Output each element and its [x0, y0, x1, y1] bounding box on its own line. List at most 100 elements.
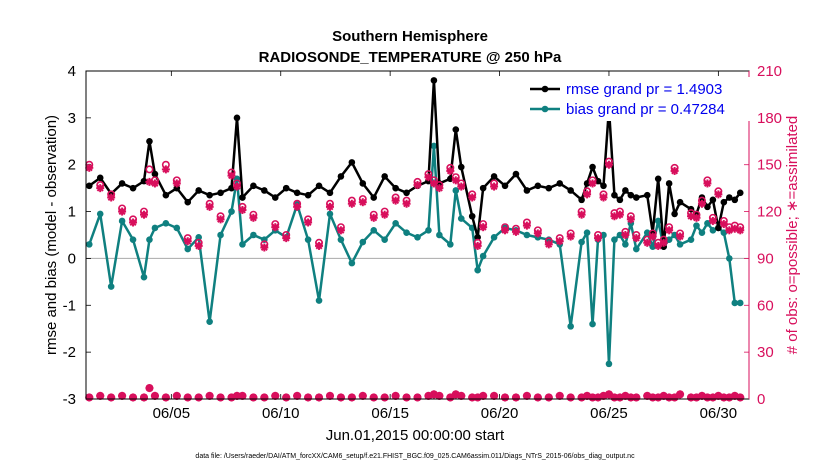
- rmse-series-point: [736, 189, 744, 197]
- rmse-series-point: [704, 203, 711, 211]
- x-tick-label: 06/05: [153, 405, 191, 422]
- bias-series-point: [118, 217, 126, 225]
- y-tick-label: 3: [68, 110, 76, 127]
- bias-series-point: [250, 231, 257, 239]
- y2-tick-label: 60: [757, 297, 774, 314]
- rmse-series-point: [523, 187, 531, 194]
- bias-series-point: [304, 236, 312, 243]
- bias-series-point: [239, 241, 246, 248]
- rmse-series-point: [715, 224, 722, 232]
- rmse-series-point: [616, 196, 624, 204]
- rmse-series-point: [233, 114, 241, 122]
- rmse-series-point: [490, 173, 498, 180]
- rmse-series-point: [261, 187, 268, 194]
- rmse-series-point: [304, 191, 312, 199]
- bias-series-point: [228, 208, 235, 215]
- bias-series-point: [726, 255, 733, 262]
- bias-series-point: [392, 219, 399, 227]
- bias-series-point: [184, 245, 192, 253]
- obs-possible-point: [145, 165, 154, 174]
- rmse-series-point: [726, 194, 733, 201]
- chart-subtitle: RADIOSONDE_TEMPERATURE @ 250 hPa: [259, 49, 562, 66]
- bias-series-point: [85, 241, 93, 248]
- rmse-series-point: [512, 170, 520, 178]
- rmse-series-point: [430, 77, 438, 84]
- rmse-series-point: [118, 180, 126, 187]
- rmse-series-point: [671, 210, 678, 218]
- bias-series-point: [414, 234, 421, 241]
- bias-series-point: [217, 231, 224, 239]
- bias-series-point: [162, 219, 170, 227]
- rmse-series-point: [315, 182, 323, 190]
- rmse-series-point: [206, 191, 213, 199]
- bias-series-point: [600, 231, 607, 239]
- y-tick-label: 1: [68, 204, 76, 221]
- rmse-series-point: [556, 180, 564, 187]
- rmse-series-point: [534, 182, 542, 190]
- rmse-series-point: [545, 184, 553, 192]
- bias-series-point: [622, 241, 629, 248]
- bias-series-point: [337, 236, 345, 243]
- rmse-series-point: [654, 175, 662, 183]
- bias-series-point: [140, 273, 148, 281]
- legend-bias-label: bias grand pr = 0.47284: [566, 101, 725, 118]
- x-tick-label: 06/30: [700, 405, 738, 422]
- bias-series-point: [151, 224, 159, 232]
- rmse-series-point: [195, 187, 202, 194]
- legend-bias-marker: [541, 105, 549, 113]
- bias-series-point: [605, 360, 613, 368]
- bias-series-point: [731, 299, 739, 307]
- rmse-series-point: [151, 170, 159, 178]
- legend: rmse grand pr = 1.4903 bias grand pr = 0…: [526, 77, 752, 121]
- bias-series-point: [693, 222, 700, 229]
- bias-series-point: [736, 299, 744, 307]
- y-tick-label: -3: [63, 391, 76, 408]
- y2-tick-label: 0: [757, 391, 765, 408]
- bias-series-point: [381, 236, 388, 243]
- bias-series-point: [447, 241, 454, 248]
- bias-series-point: [611, 236, 618, 243]
- bias-series-point: [370, 227, 378, 234]
- data-file-footnote: data file: /Users/raeder/DAI/ATM_forcXX/…: [195, 453, 635, 460]
- y2-tick-label: 210: [757, 63, 782, 80]
- bias-series-point: [436, 231, 443, 239]
- rmse-series-point: [452, 126, 460, 133]
- bias-series-point: [616, 231, 624, 239]
- bias-series-point: [654, 217, 662, 225]
- rmse-series-point: [293, 189, 301, 197]
- rmse-series-point: [282, 184, 290, 192]
- bias-series-point: [430, 142, 438, 150]
- rmse-series-point: [633, 194, 640, 201]
- x-tick-label: 06/15: [371, 405, 409, 422]
- bias-series-point: [326, 210, 334, 218]
- x-tick-label: 06/10: [262, 405, 300, 422]
- rmse-series-point: [589, 163, 596, 171]
- rmse-series-point: [665, 180, 673, 187]
- rmse-series-point: [731, 196, 739, 204]
- bias-series-point: [567, 323, 574, 330]
- bias-series-point: [633, 245, 640, 253]
- y2-tick-label: 30: [757, 344, 774, 361]
- bias-series-point: [578, 238, 585, 246]
- bias-series-point: [490, 234, 498, 241]
- y2-tick-label: 180: [757, 110, 782, 127]
- rmse-series-point: [611, 191, 618, 199]
- rmse-series-point: [337, 173, 345, 180]
- bias-series-point: [665, 236, 673, 243]
- rmse-series-point: [162, 191, 170, 199]
- bias-series-point: [709, 227, 717, 234]
- rmse-series-point: [392, 184, 399, 192]
- rmse-series-point: [676, 198, 684, 206]
- rmse-series-point: [501, 182, 509, 190]
- bias-series-point: [589, 320, 596, 328]
- rmse-series-point: [474, 234, 481, 241]
- x-axis-label: Jun.01,2015 00:00:00 start: [326, 427, 505, 444]
- bias-series-point: [129, 236, 137, 243]
- rmse-series-point: [578, 196, 585, 204]
- plot-area: 06/05 06/10 06/15 06/20 06/25 06/30 -3 -2 -1 0 1 2 3…: [63, 63, 782, 422]
- bias-series-point: [425, 227, 432, 234]
- rmse-series-point: [146, 137, 153, 145]
- y2-axis-label: # of obs: o=possible; ∗=assimilated: [784, 116, 801, 355]
- rmse-series-point: [622, 187, 629, 194]
- bias-series-point: [583, 229, 591, 236]
